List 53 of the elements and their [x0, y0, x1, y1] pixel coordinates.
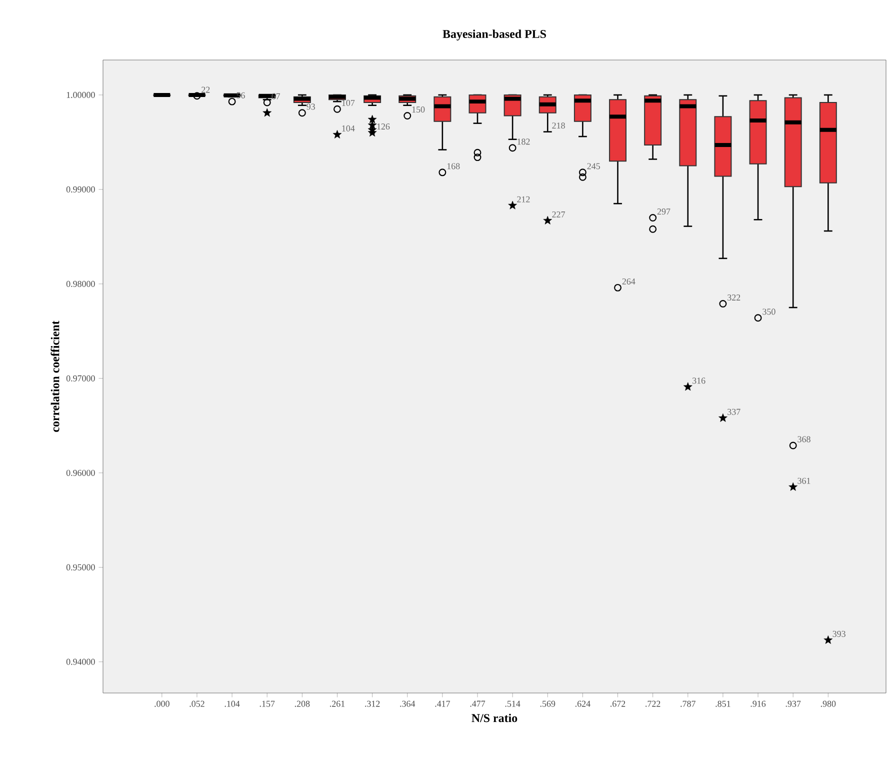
- x-tick-label: .052: [190, 700, 204, 707]
- annotation: 322: [728, 294, 740, 301]
- annotation: 182: [518, 138, 530, 145]
- y-axis-title: correlation coefficient: [50, 320, 60, 432]
- x-tick-label: .787: [680, 700, 696, 707]
- chart-title: Bayesian-based PLS: [442, 30, 546, 40]
- annotation: 218: [552, 122, 565, 129]
- x-tick-label: .417: [435, 700, 450, 707]
- annotation: 316: [692, 378, 706, 384]
- annotation: 368: [798, 436, 810, 442]
- x-tick-label: .261: [330, 700, 345, 707]
- annotation: 150: [412, 106, 425, 113]
- annotation: 126: [377, 124, 390, 130]
- x-tick-label: .851: [716, 700, 730, 707]
- y-tick-label: 0.98000: [66, 280, 95, 287]
- annotation: 56: [236, 92, 245, 98]
- y-tick-label: 1.00000: [66, 92, 95, 98]
- x-tick-label: .000: [154, 700, 170, 707]
- x-tick-label: .569: [540, 700, 556, 707]
- annotation: 107: [342, 100, 355, 106]
- annotation: 337: [728, 408, 740, 415]
- x-tick-label: .477: [470, 700, 486, 707]
- annotation: 67: [272, 93, 280, 100]
- x-tick-label: .208: [294, 700, 310, 707]
- x-tick-label: .672: [610, 700, 626, 707]
- annotation: 93: [306, 104, 315, 110]
- annotation: 227: [552, 211, 566, 218]
- annotation: 245: [587, 163, 600, 170]
- annotation: 361: [798, 478, 810, 484]
- x-tick-label: .364: [400, 700, 416, 707]
- y-tick-label: 0.94000: [66, 658, 95, 665]
- y-tick-label: 0.99000: [66, 186, 95, 192]
- annotation: 350: [762, 308, 776, 315]
- y-tick-label: 0.95000: [66, 564, 95, 570]
- x-tick-label: .722: [646, 700, 660, 707]
- annotation: 104: [342, 125, 355, 132]
- annotation: 264: [622, 278, 636, 284]
- x-tick-label: .157: [260, 700, 275, 707]
- y-tick-label: 0.97000: [66, 375, 95, 382]
- x-tick-label: .312: [365, 700, 380, 707]
- x-axis-title: N/S ratio: [472, 714, 518, 722]
- x-tick-label: .937: [786, 700, 801, 707]
- annotation: 297: [657, 208, 670, 215]
- annotation: 22: [202, 86, 210, 93]
- x-tick-label: .916: [750, 700, 766, 707]
- x-tick-label: .980: [820, 700, 836, 707]
- x-tick-label: .104: [224, 700, 240, 707]
- annotation: 168: [447, 163, 460, 170]
- annotation: 393: [832, 630, 846, 637]
- x-tick-label: .514: [505, 700, 520, 707]
- x-tick-label: .624: [575, 700, 590, 707]
- annotation: 212: [517, 196, 530, 202]
- y-tick-label: 0.96000: [66, 470, 95, 476]
